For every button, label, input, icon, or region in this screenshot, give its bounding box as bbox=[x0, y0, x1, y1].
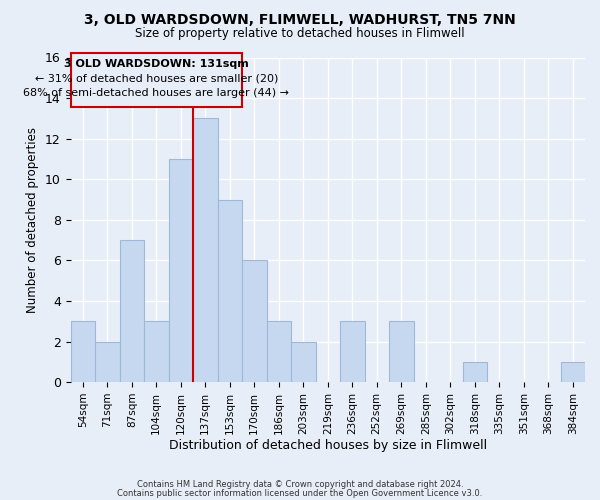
Bar bbox=[144, 321, 169, 382]
Y-axis label: Number of detached properties: Number of detached properties bbox=[26, 127, 40, 313]
Text: 3 OLD WARDSDOWN: 131sqm: 3 OLD WARDSDOWN: 131sqm bbox=[64, 58, 248, 68]
Text: Contains HM Land Registry data © Crown copyright and database right 2024.: Contains HM Land Registry data © Crown c… bbox=[137, 480, 463, 489]
Bar bbox=[463, 362, 487, 382]
Bar bbox=[389, 321, 413, 382]
Text: Contains public sector information licensed under the Open Government Licence v3: Contains public sector information licen… bbox=[118, 490, 482, 498]
FancyBboxPatch shape bbox=[71, 54, 242, 107]
Text: Size of property relative to detached houses in Flimwell: Size of property relative to detached ho… bbox=[135, 28, 465, 40]
Bar bbox=[340, 321, 365, 382]
Text: ← 31% of detached houses are smaller (20): ← 31% of detached houses are smaller (20… bbox=[35, 74, 278, 84]
Bar bbox=[242, 260, 266, 382]
Bar bbox=[560, 362, 585, 382]
Bar bbox=[169, 159, 193, 382]
Bar bbox=[266, 321, 291, 382]
Bar bbox=[71, 321, 95, 382]
Bar bbox=[218, 200, 242, 382]
X-axis label: Distribution of detached houses by size in Flimwell: Distribution of detached houses by size … bbox=[169, 440, 487, 452]
Text: 3, OLD WARDSDOWN, FLIMWELL, WADHURST, TN5 7NN: 3, OLD WARDSDOWN, FLIMWELL, WADHURST, TN… bbox=[84, 12, 516, 26]
Bar bbox=[95, 342, 119, 382]
Bar bbox=[193, 118, 218, 382]
Bar bbox=[291, 342, 316, 382]
Bar bbox=[119, 240, 144, 382]
Text: 68% of semi-detached houses are larger (44) →: 68% of semi-detached houses are larger (… bbox=[23, 88, 289, 98]
